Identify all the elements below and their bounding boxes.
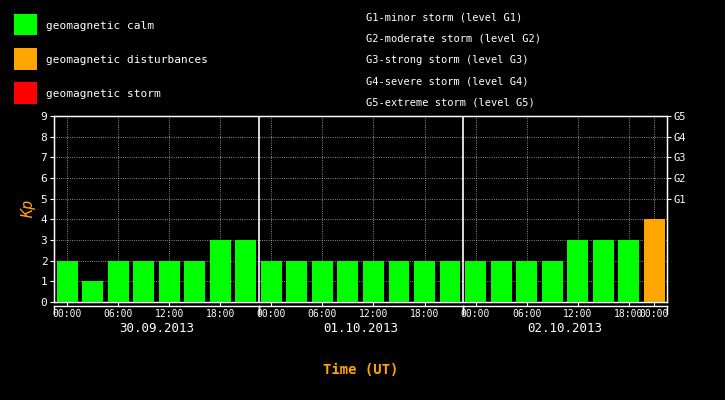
Text: G5-extreme storm (level G5): G5-extreme storm (level G5) bbox=[366, 97, 535, 107]
Bar bbox=[593, 240, 613, 302]
Text: G1-minor storm (level G1): G1-minor storm (level G1) bbox=[366, 13, 522, 23]
Bar bbox=[439, 261, 460, 302]
Text: geomagnetic disturbances: geomagnetic disturbances bbox=[46, 55, 207, 65]
Text: G3-strong storm (level G3): G3-strong storm (level G3) bbox=[366, 55, 529, 65]
Bar bbox=[14, 48, 37, 70]
Bar bbox=[159, 261, 180, 302]
Bar bbox=[516, 261, 537, 302]
Text: geomagnetic calm: geomagnetic calm bbox=[46, 21, 154, 31]
Text: G4-severe storm (level G4): G4-severe storm (level G4) bbox=[366, 76, 529, 86]
Bar bbox=[491, 261, 512, 302]
Bar bbox=[414, 261, 435, 302]
Bar bbox=[261, 261, 282, 302]
Bar bbox=[337, 261, 358, 302]
Y-axis label: Kp: Kp bbox=[22, 200, 36, 218]
Bar bbox=[312, 261, 333, 302]
Bar bbox=[108, 261, 128, 302]
Bar bbox=[542, 261, 563, 302]
Bar bbox=[618, 240, 639, 302]
Text: 30.09.2013: 30.09.2013 bbox=[119, 322, 194, 335]
Bar bbox=[14, 14, 37, 36]
Bar bbox=[363, 261, 384, 302]
Bar bbox=[210, 240, 231, 302]
Bar bbox=[644, 219, 665, 302]
Bar bbox=[57, 261, 78, 302]
Bar bbox=[567, 240, 588, 302]
Text: G2-moderate storm (level G2): G2-moderate storm (level G2) bbox=[366, 34, 541, 44]
Bar bbox=[14, 82, 37, 104]
Text: Time (UT): Time (UT) bbox=[323, 363, 398, 377]
Bar bbox=[236, 240, 256, 302]
Bar bbox=[184, 261, 205, 302]
Bar bbox=[286, 261, 307, 302]
Bar bbox=[82, 281, 103, 302]
Text: 02.10.2013: 02.10.2013 bbox=[527, 322, 602, 335]
Text: geomagnetic storm: geomagnetic storm bbox=[46, 89, 160, 99]
Bar bbox=[389, 261, 410, 302]
Bar bbox=[133, 261, 154, 302]
Text: 01.10.2013: 01.10.2013 bbox=[323, 322, 398, 335]
Bar bbox=[465, 261, 486, 302]
